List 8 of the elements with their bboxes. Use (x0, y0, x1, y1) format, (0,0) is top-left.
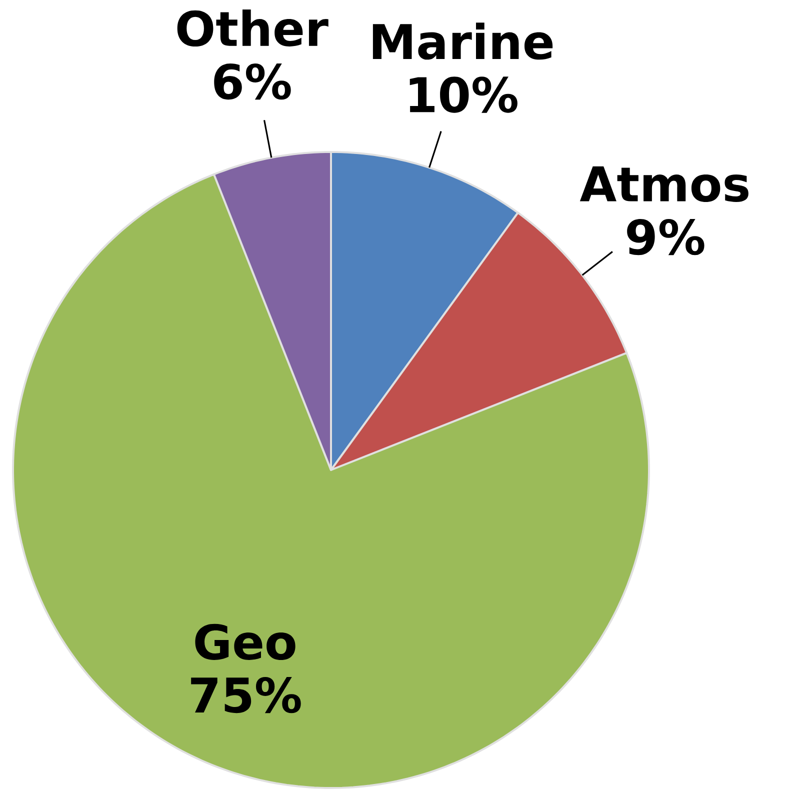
data-label: 75% (191, 676, 301, 714)
data-label: 10% (410, 76, 518, 113)
slice-label: Atmos (580, 166, 748, 202)
slice-label: Geo (195, 624, 296, 660)
data-label: 9% (627, 218, 704, 256)
slice-label: Other (177, 9, 328, 46)
data-label: 6% (214, 63, 291, 100)
slice-label: Marine (372, 22, 553, 60)
